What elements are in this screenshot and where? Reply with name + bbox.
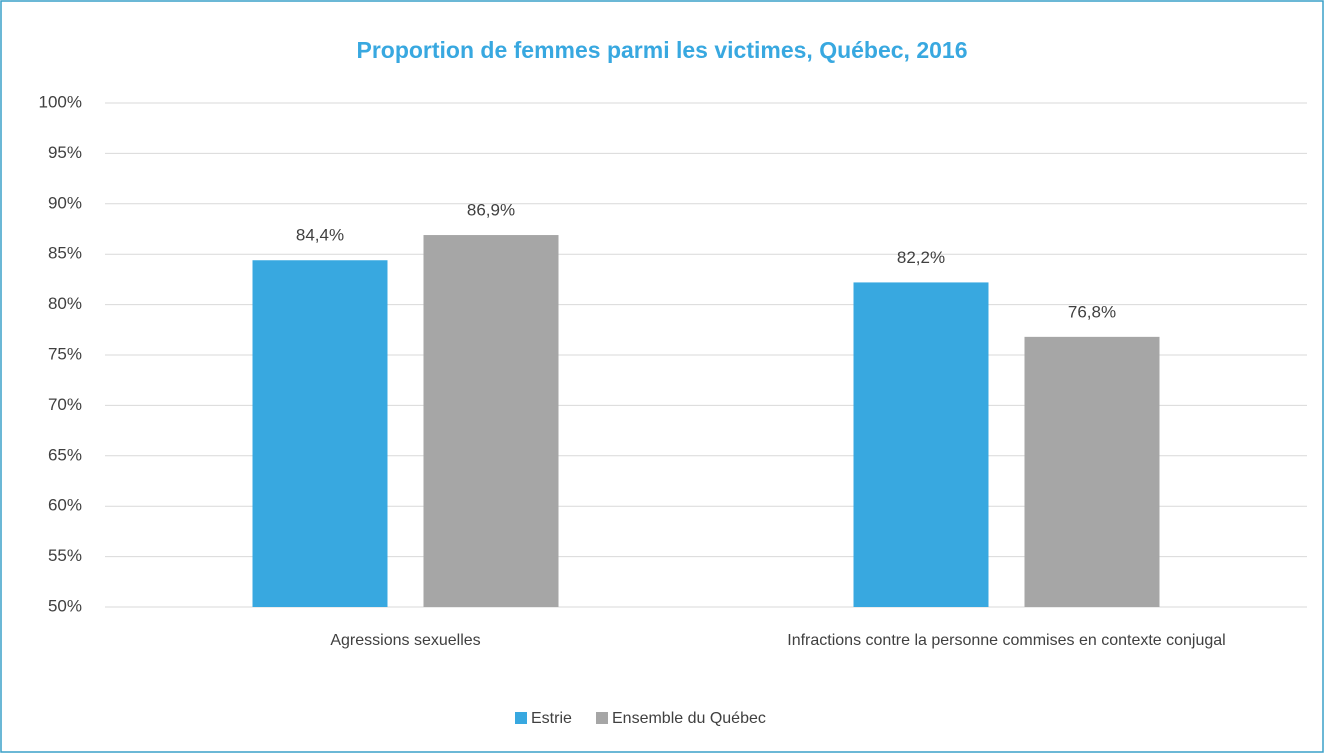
y-tick-label: 65%: [48, 445, 82, 464]
data-label: 86,9%: [467, 201, 515, 220]
legend-label: Estrie: [531, 710, 572, 727]
y-tick-label: 90%: [48, 193, 82, 212]
y-tick-label: 95%: [48, 143, 82, 162]
x-tick-label: Agressions sexuelles: [330, 632, 481, 649]
legend-label: Ensemble du Québec: [612, 710, 766, 727]
bar: [252, 260, 388, 607]
legend-swatch: [596, 712, 608, 724]
y-tick-label: 50%: [48, 596, 82, 615]
bar: [853, 282, 989, 607]
y-tick-label: 75%: [48, 344, 82, 363]
x-tick-label: Infractions contre la personne commises …: [787, 632, 1226, 649]
y-tick-label: 55%: [48, 546, 82, 565]
data-label: 76,8%: [1068, 302, 1116, 321]
y-tick-label: 100%: [39, 92, 82, 111]
y-tick-label: 60%: [48, 496, 82, 515]
bar: [423, 235, 559, 607]
chart-title: Proportion de femmes parmi les victimes,…: [356, 37, 967, 63]
y-tick-label: 85%: [48, 244, 82, 263]
data-label: 82,2%: [897, 248, 945, 267]
bar: [1024, 336, 1160, 607]
legend-swatch: [515, 712, 527, 724]
y-tick-label: 80%: [48, 294, 82, 313]
y-tick-label: 70%: [48, 395, 82, 414]
data-label: 84,4%: [296, 226, 344, 245]
